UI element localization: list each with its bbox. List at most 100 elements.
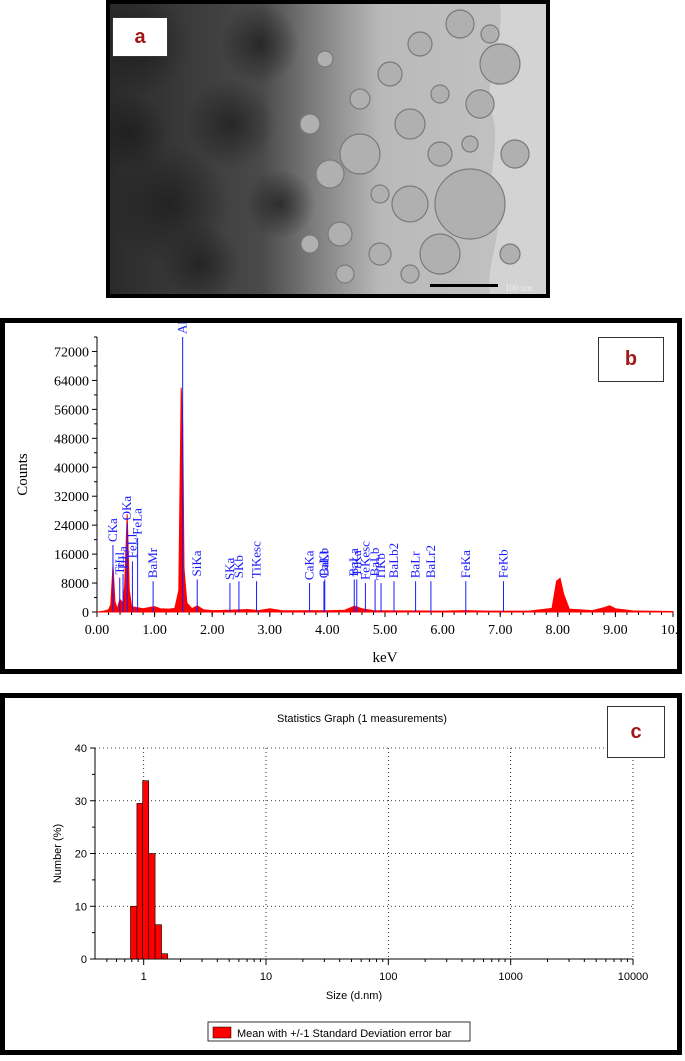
x-tick-label: 100 <box>379 971 397 983</box>
element-marker-label: TiKesc <box>249 541 264 578</box>
histogram-bar <box>130 905 138 960</box>
dark-region <box>220 4 300 84</box>
element-marker-label: BaLb <box>367 548 382 577</box>
x-tick-label: 8.00 <box>546 623 571 638</box>
nanoparticle <box>299 113 321 135</box>
element-marker-label: TiKb <box>373 553 388 580</box>
nanoparticle <box>499 243 521 265</box>
element-marker-label: SKb <box>231 555 246 578</box>
x-tick-label: 0.00 <box>85 623 110 638</box>
nanoparticle <box>335 264 355 284</box>
element-marker-label: BaLb2 <box>386 543 401 578</box>
nanoparticle <box>300 234 320 254</box>
element-marker-label: TiKa <box>349 550 364 576</box>
element-marker-label: FeLa <box>130 508 145 535</box>
nanoparticle <box>327 221 353 247</box>
nanoparticle <box>461 135 479 153</box>
edx-spectrum-panel: 0 8000 16000 24000 32000 40000 48000 56000 64000… <box>0 306 685 674</box>
y-tick-label: 32000 <box>54 490 89 505</box>
y-tick-label: 56000 <box>54 403 89 418</box>
element-marker-label: TiLl <box>112 552 127 575</box>
element-marker-label: BaMr <box>145 547 160 578</box>
x-tick-label: 6.00 <box>430 623 455 638</box>
x-tick-label: 2.00 <box>200 623 225 638</box>
y-tick-label: 30 <box>75 796 87 808</box>
nanoparticle <box>445 9 475 39</box>
y-axis-label: Counts <box>15 453 31 496</box>
nanoparticle <box>316 50 334 68</box>
histogram-bar <box>148 853 156 960</box>
element-marker-label: TiLa <box>115 546 130 571</box>
y-axis-label: Number (%) <box>52 824 64 883</box>
dark-region <box>160 224 240 294</box>
nanoparticle <box>407 31 433 57</box>
element-marker-label: SKa <box>222 557 237 580</box>
nanoparticle <box>500 139 530 169</box>
element-marker-label: BaLa <box>346 548 361 576</box>
legend-box <box>207 1021 471 1042</box>
element-marker-label: SiKa <box>189 550 204 576</box>
y-tick-label: 64000 <box>54 374 89 389</box>
element-marker-label: FeKb <box>495 549 510 578</box>
y-tick-label: 40000 <box>54 461 89 476</box>
histogram-bar <box>136 803 143 960</box>
element-marker-label: AlKa <box>175 323 190 334</box>
element-marker-label: OKa <box>119 496 134 521</box>
nanoparticle <box>394 108 426 140</box>
size-distribution-panel: Statistics Graph (1 measurements) 0 10 20 30… <box>0 693 682 1055</box>
histogram-bar <box>154 924 162 960</box>
nanoparticle <box>419 233 461 275</box>
y-tick-label: 40 <box>75 743 87 755</box>
x-tick-label: 3.00 <box>258 623 283 638</box>
legend-swatch <box>212 1026 232 1039</box>
edx-spectrum-chart: 0 8000 16000 24000 32000 40000 48000 56000 64000… <box>15 306 685 666</box>
chart-title: Statistics Graph (1 measurements) <box>277 713 447 725</box>
scale-bar <box>430 284 498 287</box>
nanoparticle <box>480 24 500 44</box>
x-axis-label: Size (d.nm) <box>326 990 382 1002</box>
spectrum-series <box>96 387 674 613</box>
element-marker-label: CKa <box>105 518 120 542</box>
y-tick-label: 0 <box>81 954 87 966</box>
nanoparticle <box>430 84 450 104</box>
legend-label: Mean with +/-1 Standard Deviation error … <box>237 1028 452 1040</box>
element-marker-label: CaKa <box>302 550 317 580</box>
x-tick-label: 7.00 <box>488 623 513 638</box>
element-marker-label: BaLr <box>408 551 423 578</box>
legend: Mean with +/-1 Standard Deviation error … <box>207 1021 471 1042</box>
nanoparticle <box>368 242 392 266</box>
x-tick-label: 4.00 <box>315 623 340 638</box>
nanoparticle <box>434 168 506 240</box>
nanoparticle <box>377 61 403 87</box>
nanoparticle <box>391 185 429 223</box>
y-tick-label: 8000 <box>61 577 89 592</box>
y-tick-label: 16000 <box>54 548 89 563</box>
x-tick-label: 10 <box>260 971 272 983</box>
nanoparticle <box>400 264 420 284</box>
histogram-bar <box>142 780 150 960</box>
x-tick-label: 9.00 <box>603 623 628 638</box>
panel-label-c: c <box>607 706 665 758</box>
element-marker-label: FeKa <box>458 550 473 578</box>
element-marker-label: FeKesc <box>357 541 372 580</box>
dark-region <box>245 169 315 239</box>
x-axis-label: keV <box>373 650 398 666</box>
nanoparticle <box>465 89 495 119</box>
histogram-bar <box>161 953 168 960</box>
element-marker-label: BaLl <box>317 550 332 576</box>
nanoparticle <box>479 43 521 85</box>
x-tick-label: 5.00 <box>373 623 398 638</box>
element-marker-label: CaKb <box>316 548 331 578</box>
dark-region <box>110 94 170 174</box>
y-tick-label: 48000 <box>54 432 89 447</box>
x-tick-label: 10000 <box>618 971 649 983</box>
nanoparticle <box>349 88 371 110</box>
tem-micrograph: 100 nm <box>110 4 546 294</box>
element-marker-label: BaLr2 <box>423 545 438 578</box>
x-tick-label: 1 <box>141 971 147 983</box>
nanoparticle <box>339 133 381 175</box>
y-tick-label: 72000 <box>54 345 89 360</box>
y-tick-label: 24000 <box>54 519 89 534</box>
element-marker-label: FeLl <box>124 533 139 558</box>
scale-bar-text: 100 nm <box>505 283 532 293</box>
